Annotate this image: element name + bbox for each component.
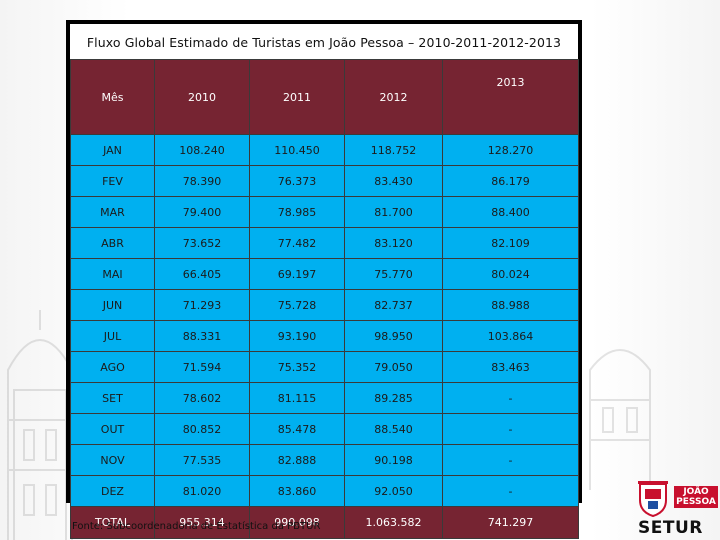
value-cell: 69.197: [249, 258, 345, 290]
month-cell: NOV: [70, 444, 155, 476]
value-cell: 90.198: [344, 444, 443, 476]
value-cell: 108.240: [154, 134, 250, 166]
value-cell: -: [442, 444, 579, 476]
month-cell: SET: [70, 382, 155, 414]
value-cell: 78.985: [249, 196, 345, 228]
month-cell: DEZ: [70, 475, 155, 507]
month-cell: ABR: [70, 227, 155, 259]
value-cell: 118.752: [344, 134, 443, 166]
table-row: MAI 66.405 69.197 75.770 80.024: [70, 258, 579, 290]
month-cell: AGO: [70, 351, 155, 383]
value-cell: 73.652: [154, 227, 250, 259]
value-cell: 88.400: [442, 196, 579, 228]
value-cell: 88.331: [154, 320, 250, 352]
value-cell: 83.120: [344, 227, 443, 259]
table-row: JUL 88.331 93.190 98.950 103.864: [70, 320, 579, 352]
source-note: Fonte: Subcoordenadoria de Estatística d…: [72, 521, 321, 532]
value-cell: 78.602: [154, 382, 250, 414]
table-row: OUT 80.852 85.478 88.540 -: [70, 413, 579, 445]
city-crest-icon: [638, 481, 668, 518]
table-row: MAR 79.400 78.985 81.700 88.400: [70, 196, 579, 228]
value-cell: 110.450: [249, 134, 345, 166]
value-cell: 80.024: [442, 258, 579, 290]
value-cell: 71.594: [154, 351, 250, 383]
total-cell: 741.297: [442, 506, 579, 539]
value-cell: 78.390: [154, 165, 250, 197]
city-line-2: PESSOA: [676, 497, 716, 507]
value-cell: 81.115: [249, 382, 345, 414]
month-cell: JAN: [70, 134, 155, 166]
table-total-row: TOTAL 955.314 990.098 1.063.582 741.297: [70, 506, 579, 539]
value-cell: 75.352: [249, 351, 345, 383]
value-cell: 82.109: [442, 227, 579, 259]
table-row: NOV 77.535 82.888 90.198 -: [70, 444, 579, 476]
value-cell: 128.270: [442, 134, 579, 166]
table-row: SET 78.602 81.115 89.285 -: [70, 382, 579, 414]
value-cell: 89.285: [344, 382, 443, 414]
value-cell: 98.950: [344, 320, 443, 352]
value-cell: 66.405: [154, 258, 250, 290]
value-cell: 71.293: [154, 289, 250, 321]
value-cell: 75.728: [249, 289, 345, 321]
value-cell: 80.852: [154, 413, 250, 445]
value-cell: 81.700: [344, 196, 443, 228]
value-cell: 93.190: [249, 320, 345, 352]
value-cell: 103.864: [442, 320, 579, 352]
total-cell: 1.063.582: [344, 506, 443, 539]
value-cell: 88.540: [344, 413, 443, 445]
setur-logo: JOÃO PESSOA SETUR: [636, 478, 720, 540]
value-cell: 79.400: [154, 196, 250, 228]
value-cell: -: [442, 413, 579, 445]
city-line-1: JOÃO: [683, 487, 709, 497]
table-row: DEZ 81.020 83.860 92.050 -: [70, 475, 579, 507]
value-cell: 77.535: [154, 444, 250, 476]
table-row: AGO 71.594 75.352 79.050 83.463: [70, 351, 579, 383]
value-cell: 86.179: [442, 165, 579, 197]
table-header-row: Mês 2010 2011 2012 2013: [70, 59, 579, 135]
value-cell: -: [442, 475, 579, 507]
value-cell: 81.020: [154, 475, 250, 507]
value-cell: -: [442, 382, 579, 414]
value-cell: 88.988: [442, 289, 579, 321]
city-logo-wordmark: JOÃO PESSOA: [674, 486, 718, 508]
header-cell-2012: 2012: [344, 59, 443, 135]
value-cell: 79.050: [344, 351, 443, 383]
month-cell: MAR: [70, 196, 155, 228]
agency-name: SETUR: [638, 518, 703, 538]
header-cell-2013: 2013: [442, 59, 579, 135]
value-cell: 92.050: [344, 475, 443, 507]
month-cell: FEV: [70, 165, 155, 197]
value-cell: 82.737: [344, 289, 443, 321]
total-cell: 955.314: [154, 506, 250, 539]
tourist-flow-table: Mês 2010 2011 2012 2013 JAN 108.240 110.…: [70, 59, 579, 539]
table-title: Fluxo Global Estimado de Turistas em Joã…: [70, 24, 578, 60]
table-row: ABR 73.652 77.482 83.120 82.109: [70, 227, 579, 259]
table-row: FEV 78.390 76.373 83.430 86.179: [70, 165, 579, 197]
month-cell: OUT: [70, 413, 155, 445]
value-cell: 83.463: [442, 351, 579, 383]
value-cell: 83.860: [249, 475, 345, 507]
month-cell: MAI: [70, 258, 155, 290]
header-cell-2010: 2010: [154, 59, 250, 135]
value-cell: 76.373: [249, 165, 345, 197]
month-cell: JUL: [70, 320, 155, 352]
value-cell: 75.770: [344, 258, 443, 290]
total-cell: 990.098: [249, 506, 345, 539]
table-row: JAN 108.240 110.450 118.752 128.270: [70, 134, 579, 166]
value-cell: 82.888: [249, 444, 345, 476]
value-cell: 83.430: [344, 165, 443, 197]
building-watermark-right: [589, 349, 651, 490]
month-cell: JUN: [70, 289, 155, 321]
header-cell-month: Mês: [70, 59, 155, 135]
value-cell: 85.478: [249, 413, 345, 445]
table-row: JUN 71.293 75.728 82.737 88.988: [70, 289, 579, 321]
value-cell: 77.482: [249, 227, 345, 259]
header-cell-2011: 2011: [249, 59, 345, 135]
